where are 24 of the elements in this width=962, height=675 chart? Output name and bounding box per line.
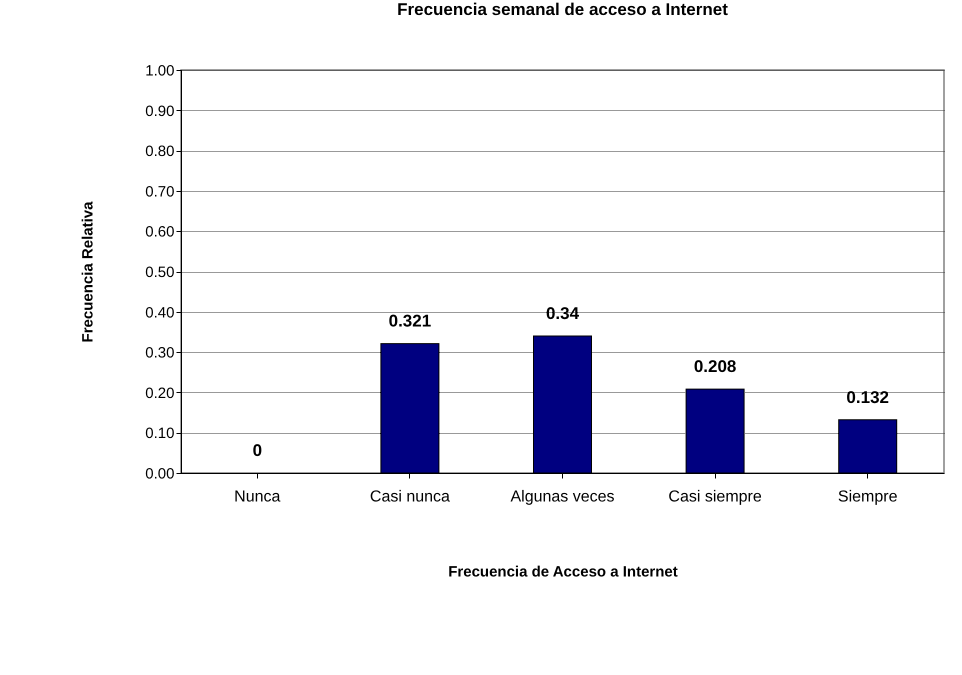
y-tick-label: 0.20 <box>145 384 174 402</box>
y-tick-label: 0.90 <box>145 102 174 120</box>
data-label: 0.34 <box>546 304 580 323</box>
y-tick-label: 0.00 <box>145 466 174 482</box>
chart-title: Frecuencia semanal de acceso a Internet <box>397 0 728 19</box>
data-label: 0 <box>252 441 262 460</box>
y-tick-label: 1.00 <box>145 62 174 80</box>
y-axis-title: Frecuencia Relativa <box>79 200 96 342</box>
y-tick-label: 0.70 <box>145 183 174 200</box>
x-tick-label: Algunas veces <box>510 488 615 506</box>
x-axis-title: Frecuencia de Acceso a Internet <box>448 564 678 580</box>
y-tick-label: 0.10 <box>145 425 174 442</box>
y-tick-label: 0.40 <box>145 304 174 322</box>
data-label: 0.132 <box>846 388 889 407</box>
y-tick-label: 0.80 <box>145 143 174 160</box>
y-tick-label: 0.50 <box>145 264 174 281</box>
data-label: 0.321 <box>388 312 432 331</box>
x-tick-label: Casi siempre <box>668 488 762 506</box>
x-tick-label: Nunca <box>234 488 281 506</box>
x-tick-label: Casi nunca <box>370 488 450 506</box>
y-tick-label: 0.30 <box>145 344 174 362</box>
x-tick-label: Siempre <box>838 488 898 506</box>
data-label: 0.208 <box>694 357 736 376</box>
y-tick-label: 0.60 <box>145 224 174 241</box>
